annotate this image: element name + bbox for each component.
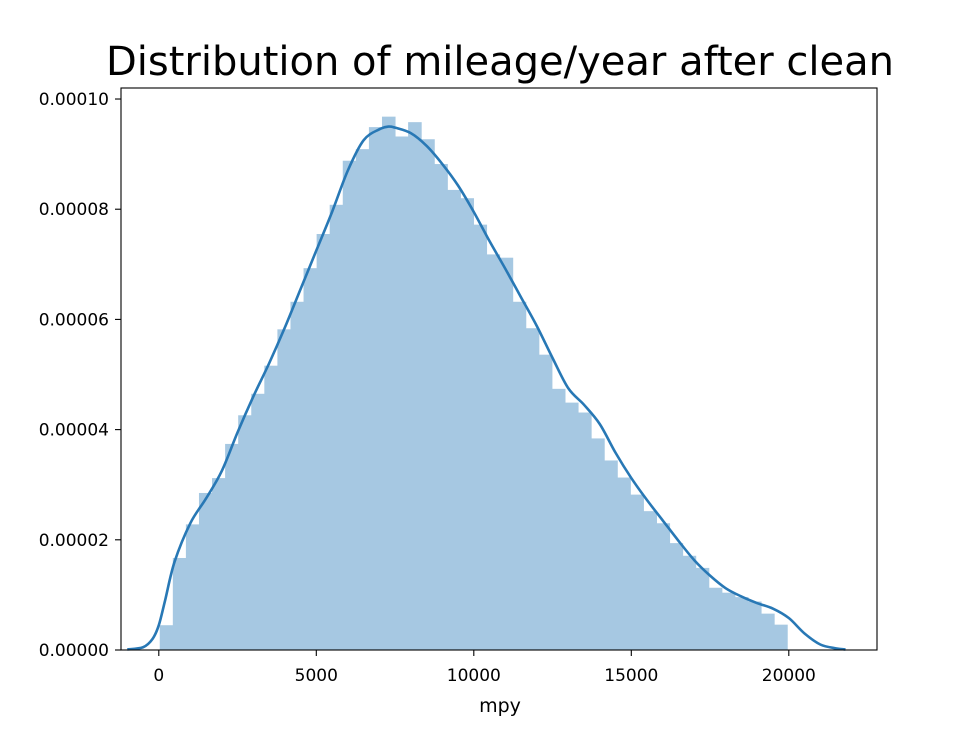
histogram-bar [290,301,305,650]
histogram-bar [212,478,226,650]
y-tick-label: 0.00004 [39,421,109,441]
histogram-bar [617,477,631,650]
x-tick-label: 15000 [604,666,658,686]
histogram-bar [159,625,174,650]
histogram-bar [264,365,278,650]
histogram-bar [499,257,514,650]
histogram-bar [460,198,474,650]
histogram-bar [316,234,331,650]
histogram-bar [277,329,291,650]
kde-line [127,125,846,651]
histogram-bar [238,415,252,650]
y-tick-label: 0.00002 [39,531,109,551]
histogram-bar [251,393,265,650]
histogram-bar [172,557,187,650]
histogram-bar [473,224,488,650]
histogram-bar [329,204,344,650]
histogram-bar [591,438,605,650]
histogram-bar [630,494,644,650]
plot-frame [120,87,878,651]
histogram-bar [695,567,710,650]
histogram-bar [368,127,383,651]
histogram-bar [656,523,671,650]
histogram-bar [734,597,749,650]
histogram-bar [198,492,213,650]
x-tick-label: 0 [153,666,164,686]
histogram-bar [525,328,540,650]
histogram-bar [486,254,501,650]
histogram-bar [447,189,461,650]
histogram-bar [708,587,723,650]
histogram-bar [604,460,618,650]
histogram-bar [421,139,435,651]
histogram-bar [381,116,396,650]
histogram-bar [355,149,370,650]
x-axis-label: mpy [479,695,521,717]
x-axis-ticks: 0 5000 10000 15000 20000 [153,650,816,686]
x-tick-label: 5000 [295,666,338,686]
y-axis-ticks: 0.00000 0.00002 0.00004 0.00006 0.00008 0.000… [39,90,121,661]
histogram-bar [761,613,775,650]
histogram-bar [721,592,736,650]
histogram-bars [159,116,788,651]
histogram-bar [395,136,409,651]
histogram-bar [342,160,357,651]
y-tick-label: 0.00008 [39,200,109,220]
histogram-bar [538,354,553,650]
histogram-bar [408,122,422,650]
histogram-bar [774,624,788,650]
histogram-bar [225,443,239,650]
histogram-bar [303,268,318,650]
histogram-bar [669,543,684,650]
histogram-bar [748,601,762,650]
histogram-bar [512,301,527,650]
histogram-bar [682,555,697,650]
histogram-bar [578,412,592,650]
histogram-bar [434,164,448,651]
histogram-bar [564,402,579,650]
y-tick-label: 0.00000 [39,641,109,661]
histogram-bar [185,524,200,650]
y-tick-label: 0.00010 [39,90,109,110]
chart-title: Distribution of mileage/year after clean [106,39,894,85]
x-tick-label: 20000 [762,666,816,686]
histogram-bar [551,388,566,650]
y-tick-label: 0.00006 [39,310,109,330]
histogram-bar [643,511,657,650]
x-tick-label: 10000 [447,666,501,686]
